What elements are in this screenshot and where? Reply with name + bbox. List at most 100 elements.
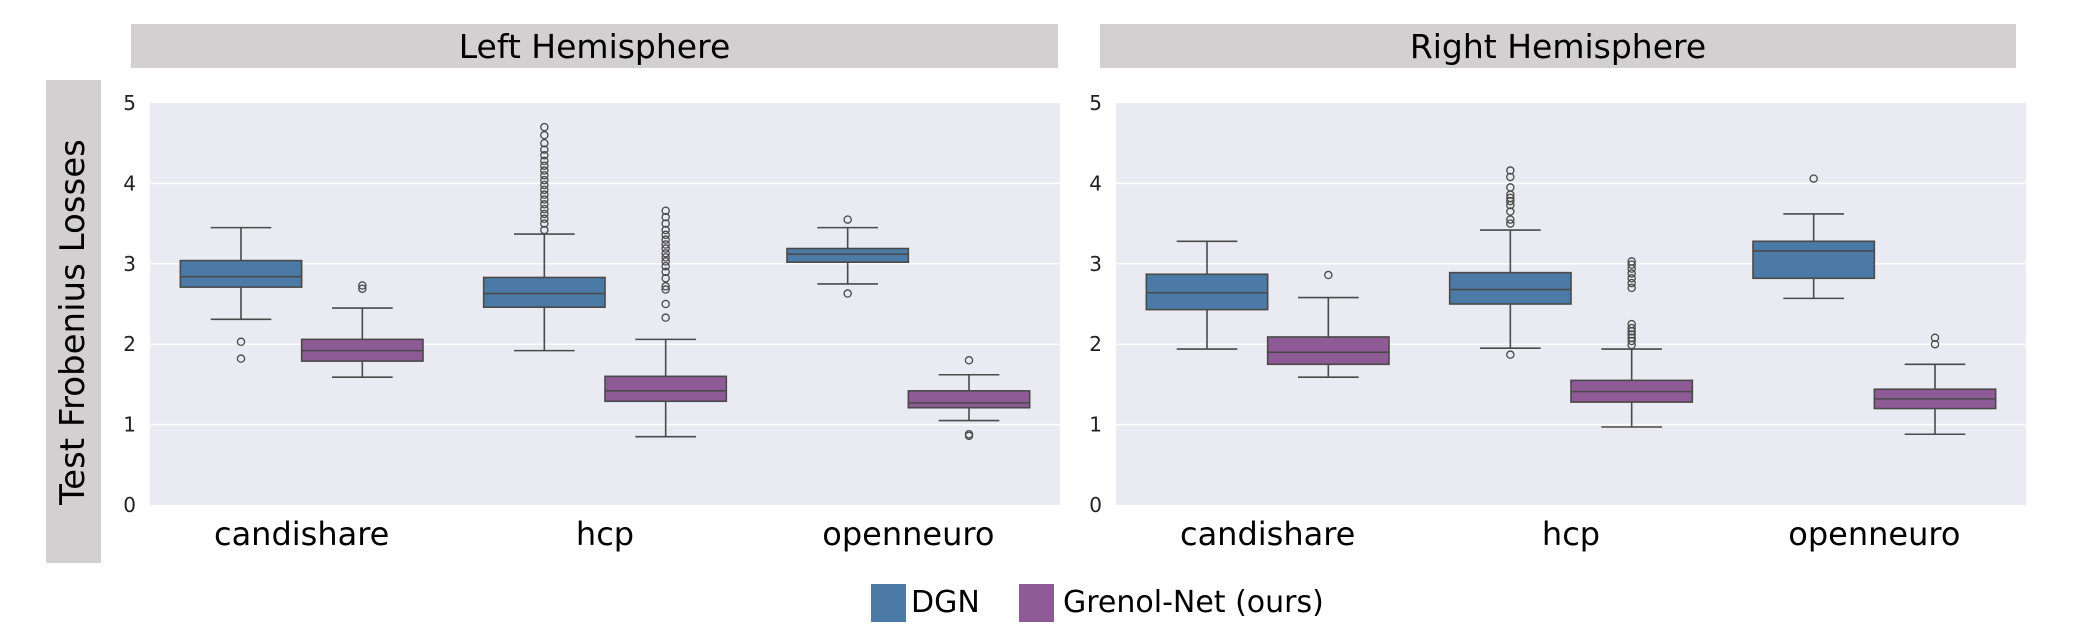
legend-swatch-dgn <box>871 584 906 622</box>
outlier-point <box>1627 333 1636 343</box>
outlier-point <box>661 253 670 262</box>
y-axis-label: Test Frobenius Losses <box>53 139 93 506</box>
x-tick-label-hcp: hcp <box>1542 515 1600 553</box>
box-iqr <box>179 259 303 288</box>
box-dgn-hcp <box>1448 166 1572 359</box>
outlier-point <box>661 225 670 235</box>
panel-title: Left Hemisphere <box>459 27 731 66</box>
outlier-point <box>1506 350 1515 359</box>
outlier-point <box>661 240 670 249</box>
box-iqr <box>1145 273 1269 311</box>
outlier-point <box>1506 166 1515 175</box>
y-tick-label: 5 <box>123 91 136 115</box>
panel-right-hemisphere: Right Hemisphere 0 1 2 3 4 5 candishare hcp openn… <box>1089 24 2026 553</box>
outlier-point <box>540 200 549 209</box>
x-tick-label-openneuro: openneuro <box>1788 515 1960 553</box>
y-tick-label: 4 <box>123 171 136 195</box>
outlier-point <box>540 204 549 214</box>
outlier-point <box>540 225 549 235</box>
outlier-point <box>661 282 670 291</box>
outlier-point <box>540 175 549 185</box>
outlier-point <box>358 284 367 293</box>
outlier-point <box>540 130 549 140</box>
outlier-point <box>540 156 549 166</box>
y-tick-label: 3 <box>123 252 136 276</box>
outlier-point <box>1627 278 1636 288</box>
box-dgn-candishare <box>179 226 303 363</box>
y-tick-label: 1 <box>123 413 136 437</box>
outlier-point <box>1506 207 1515 216</box>
outlier-point <box>661 230 670 240</box>
x-tick-label-candishare: candishare <box>214 515 389 553</box>
y-tick-label: 4 <box>1089 171 1102 195</box>
legend-label-grenol-net: Grenol-Net (ours) <box>1063 585 1324 620</box>
outlier-point <box>964 356 974 365</box>
ylabel-strip <box>46 80 101 563</box>
x-tick-label-openneuro: openneuro <box>822 515 994 553</box>
outlier-point <box>1324 270 1333 280</box>
box-iqr <box>1752 240 1876 280</box>
box-iqr <box>786 247 910 263</box>
outlier-point <box>540 219 549 228</box>
outlier-point <box>661 249 670 258</box>
box-grenol-net-candishare <box>1266 270 1390 378</box>
box-dgn-openneuro <box>786 215 910 298</box>
outlier-point <box>1627 257 1636 266</box>
outlier-point <box>1930 333 1940 343</box>
outlier-point <box>236 354 246 363</box>
outlier-point <box>1627 269 1636 278</box>
legend: DGN Grenol-Net (ours) <box>871 584 1324 622</box>
outlier-point <box>661 267 670 277</box>
outlier-point <box>540 214 549 224</box>
outlier-point <box>661 206 670 215</box>
title-strip <box>1100 24 2016 68</box>
box-iqr <box>482 276 606 309</box>
y-tick-label: 5 <box>1089 91 1102 115</box>
outlier-point <box>540 151 549 160</box>
outlier-point <box>540 195 549 204</box>
y-tick-label: 0 <box>1089 493 1102 517</box>
outlier-point <box>1627 283 1636 293</box>
outlier-point <box>1809 174 1818 183</box>
legend-label-dgn: DGN <box>911 585 980 620</box>
outlier-point <box>843 289 852 298</box>
legend-swatch-grenol-net <box>1019 584 1054 622</box>
outlier-point <box>661 261 670 271</box>
y-tick-label: 2 <box>1089 332 1102 356</box>
outlier-point <box>661 285 670 294</box>
outlier-point <box>661 235 670 244</box>
outlier-point <box>540 138 549 148</box>
y-tick-label: 0 <box>123 493 136 517</box>
outlier-point <box>1506 193 1515 203</box>
panel-title: Right Hemisphere <box>1410 27 1706 66</box>
box-iqr <box>604 375 728 403</box>
box-grenol-net-openneuro <box>907 356 1031 441</box>
box-dgn-hcp <box>482 122 606 352</box>
y-tick-label: 1 <box>1089 413 1102 437</box>
outlier-point <box>1506 196 1515 206</box>
box-dgn-candishare <box>1145 240 1269 350</box>
outlier-point <box>540 180 549 190</box>
outlier-point <box>661 219 670 228</box>
box-grenol-net-openneuro <box>1873 333 1997 436</box>
box-grenol-net-hcp <box>604 206 728 438</box>
outlier-point <box>540 185 549 195</box>
outlier-point <box>843 215 852 224</box>
box-grenol-net-candishare <box>300 281 424 378</box>
panel-left-hemisphere: Left Hemisphere 0 1 2 3 4 5 candishare hcp openne… <box>123 24 1060 553</box>
outlier-point <box>661 274 670 283</box>
x-tick-label-hcp: hcp <box>576 515 634 553</box>
outlier-point <box>540 190 549 199</box>
outlier-point <box>540 209 549 219</box>
outlier-point <box>540 145 549 154</box>
outlier-point <box>1627 274 1636 283</box>
box-iqr <box>1448 271 1572 305</box>
outlier-point <box>661 244 670 253</box>
y-tick-label: 3 <box>1089 252 1102 276</box>
outlier-point <box>964 431 974 441</box>
outlier-point <box>1506 215 1515 224</box>
outlier-point <box>540 171 549 180</box>
outlier-point <box>540 122 549 132</box>
outlier-point <box>358 281 367 290</box>
